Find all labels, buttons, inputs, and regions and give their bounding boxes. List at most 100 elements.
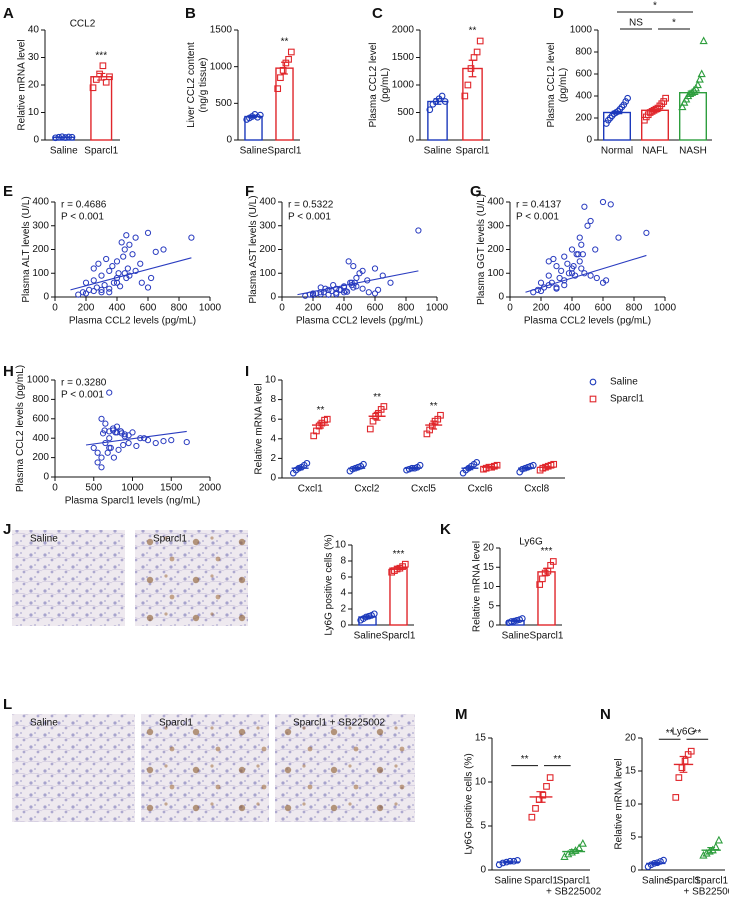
data-point bbox=[575, 843, 584, 852]
panel-letter: I bbox=[245, 363, 249, 380]
scatter-point bbox=[371, 265, 379, 272]
y-axis-label: Plasma CCL2 level bbox=[368, 42, 379, 127]
data-point bbox=[401, 560, 409, 568]
scatter-point bbox=[98, 289, 105, 296]
scatter-point bbox=[129, 251, 136, 258]
data-point bbox=[529, 461, 537, 469]
data-point bbox=[699, 36, 708, 45]
scatter-point bbox=[553, 263, 560, 270]
y-tick-label: 600 bbox=[32, 413, 49, 424]
y-tick-label: 0 bbox=[586, 135, 592, 146]
y-tick-label: 8 bbox=[340, 556, 346, 567]
y-tick-label: 0 bbox=[480, 865, 486, 876]
y-tick-label: 15 bbox=[625, 766, 637, 777]
y-tick-label: 6 bbox=[270, 414, 276, 425]
y-tick-label: 6 bbox=[340, 572, 346, 583]
y-tick-label: 10 bbox=[28, 107, 40, 118]
scatter-point bbox=[90, 287, 97, 295]
y-tick-label: 0 bbox=[270, 292, 276, 303]
x-tick-label: + SB225002 bbox=[684, 887, 729, 898]
x-tick-label: Saline bbox=[502, 631, 530, 642]
y-axis-label: (ng/g tissue) bbox=[198, 57, 209, 112]
scatter-point bbox=[564, 260, 571, 267]
data-point bbox=[437, 411, 444, 419]
scatter-point bbox=[615, 234, 622, 241]
significance-label: ** bbox=[469, 26, 477, 37]
micrograph-stain bbox=[275, 714, 415, 822]
scatter-point bbox=[160, 438, 167, 445]
scatter-point bbox=[152, 439, 159, 447]
scatter-point bbox=[387, 279, 394, 286]
y-tick-label: 0 bbox=[488, 620, 494, 631]
error-bar bbox=[59, 136, 68, 139]
stat-annotation: P < 0.001 bbox=[288, 212, 331, 223]
scatter-point bbox=[126, 241, 133, 248]
scatter-point bbox=[365, 289, 372, 296]
y-tick-label: 4 bbox=[340, 588, 346, 599]
y-axis-label: Relative mRNA level bbox=[613, 758, 624, 849]
micrograph-stain bbox=[141, 714, 269, 822]
y-tick-label: 300 bbox=[487, 220, 504, 231]
significance-label: ** bbox=[693, 728, 701, 739]
scatter-point bbox=[575, 251, 582, 258]
data-point bbox=[603, 120, 610, 127]
data-point bbox=[277, 74, 284, 82]
scatter-point bbox=[126, 272, 133, 279]
x-tick-label: 200 bbox=[533, 303, 550, 314]
x-tick-label: 2000 bbox=[199, 483, 222, 494]
scatter-point bbox=[113, 279, 121, 286]
data-point bbox=[464, 81, 472, 89]
error-bar bbox=[543, 567, 550, 576]
panel-letter: L bbox=[3, 696, 12, 713]
scatter-point bbox=[113, 423, 121, 430]
scatter-point bbox=[98, 286, 105, 293]
x-axis-label: Plasma Sparcl1 levels (ng/mL) bbox=[65, 496, 201, 507]
y-axis-label: Plasma GGT levels (U/L) bbox=[476, 194, 487, 305]
scatter-point bbox=[353, 283, 360, 290]
scatter-point bbox=[121, 246, 128, 253]
y-tick-label: 400 bbox=[487, 197, 504, 208]
x-tick-label: 400 bbox=[564, 303, 581, 314]
data-point bbox=[624, 94, 631, 102]
y-tick-label: 300 bbox=[32, 220, 49, 231]
significance-label: ** bbox=[281, 37, 289, 48]
scatter-point bbox=[123, 232, 130, 239]
fit-line bbox=[85, 430, 187, 446]
significance-label: ** bbox=[430, 401, 438, 412]
y-tick-label: 800 bbox=[32, 394, 49, 405]
scatter-point bbox=[132, 267, 139, 274]
y-axis-label: Relative mRNA level bbox=[16, 39, 27, 130]
x-tick-label: 0 bbox=[507, 303, 513, 314]
data-point bbox=[360, 460, 367, 468]
data-point bbox=[660, 856, 667, 864]
scatter-point bbox=[112, 429, 119, 436]
stat-annotation: P < 0.001 bbox=[516, 212, 559, 223]
panel-letter: A bbox=[3, 5, 14, 22]
error-bar bbox=[569, 849, 579, 854]
scatter-point bbox=[333, 291, 340, 298]
error-bar bbox=[353, 466, 361, 470]
scatter-point bbox=[568, 246, 576, 253]
y-axis-label: Relative mRNA level bbox=[471, 541, 482, 632]
scatter-point bbox=[537, 287, 545, 295]
x-tick-label: Saline bbox=[494, 876, 522, 887]
error-bar bbox=[433, 98, 442, 105]
error-bar bbox=[486, 465, 494, 469]
y-tick-label: 0 bbox=[33, 135, 39, 146]
scatter-point bbox=[144, 229, 152, 236]
scatter-point bbox=[371, 290, 379, 297]
x-tick-label: Saline bbox=[354, 631, 382, 642]
scatter-point bbox=[115, 270, 122, 277]
scatter-point bbox=[643, 229, 650, 236]
scatter-point bbox=[587, 217, 594, 225]
significance-label: * bbox=[653, 1, 657, 12]
scatter-point bbox=[534, 286, 542, 293]
error-bar bbox=[317, 421, 324, 429]
data-point bbox=[514, 856, 521, 864]
y-tick-label: 10 bbox=[265, 375, 277, 386]
x-axis-label: Plasma CCL2 levels (pg/mL) bbox=[524, 316, 651, 327]
panel-letter: H bbox=[3, 363, 14, 380]
data-point bbox=[549, 558, 557, 565]
image-label: Sparcl1 bbox=[159, 718, 193, 729]
scatter-point bbox=[160, 246, 167, 253]
